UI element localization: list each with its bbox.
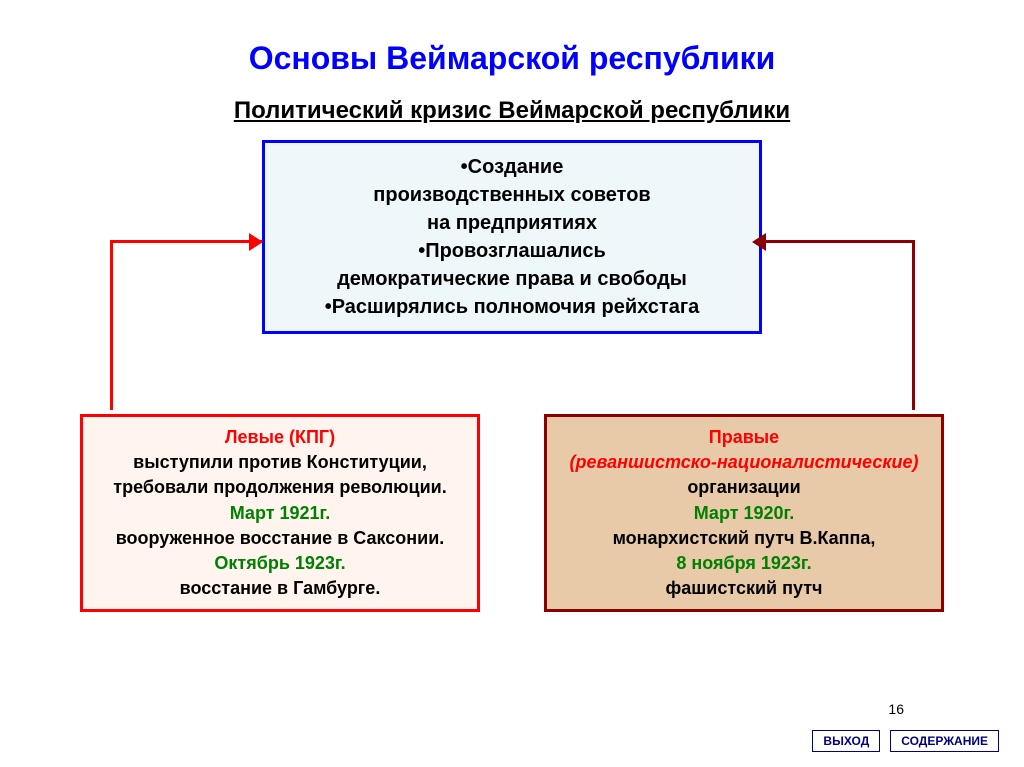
right-connector-vertical: [912, 240, 915, 410]
footer-buttons: ВЫХОД СОДЕРЖАНИЕ: [812, 730, 999, 752]
page-number: 16: [888, 701, 904, 717]
right-box: Правые(реваншистско-националистические)о…: [544, 414, 944, 612]
left-connector-vertical: [110, 240, 113, 410]
left-box: Левые (КПГ)выступили против Конституции,…: [80, 414, 480, 612]
left-connector-horizontal: [110, 240, 262, 243]
left-arrow-head: [249, 233, 263, 251]
main-title: Основы Веймарской республики: [0, 0, 1024, 97]
right-connector-horizontal: [765, 240, 915, 243]
right-arrow-head: [752, 233, 766, 251]
contents-button[interactable]: СОДЕРЖАНИЕ: [890, 730, 999, 752]
sub-title: Политический кризис Веймарской республик…: [0, 97, 1024, 140]
exit-button[interactable]: ВЫХОД: [812, 730, 880, 752]
top-box: •Созданиепроизводственных советовна пред…: [262, 140, 762, 334]
